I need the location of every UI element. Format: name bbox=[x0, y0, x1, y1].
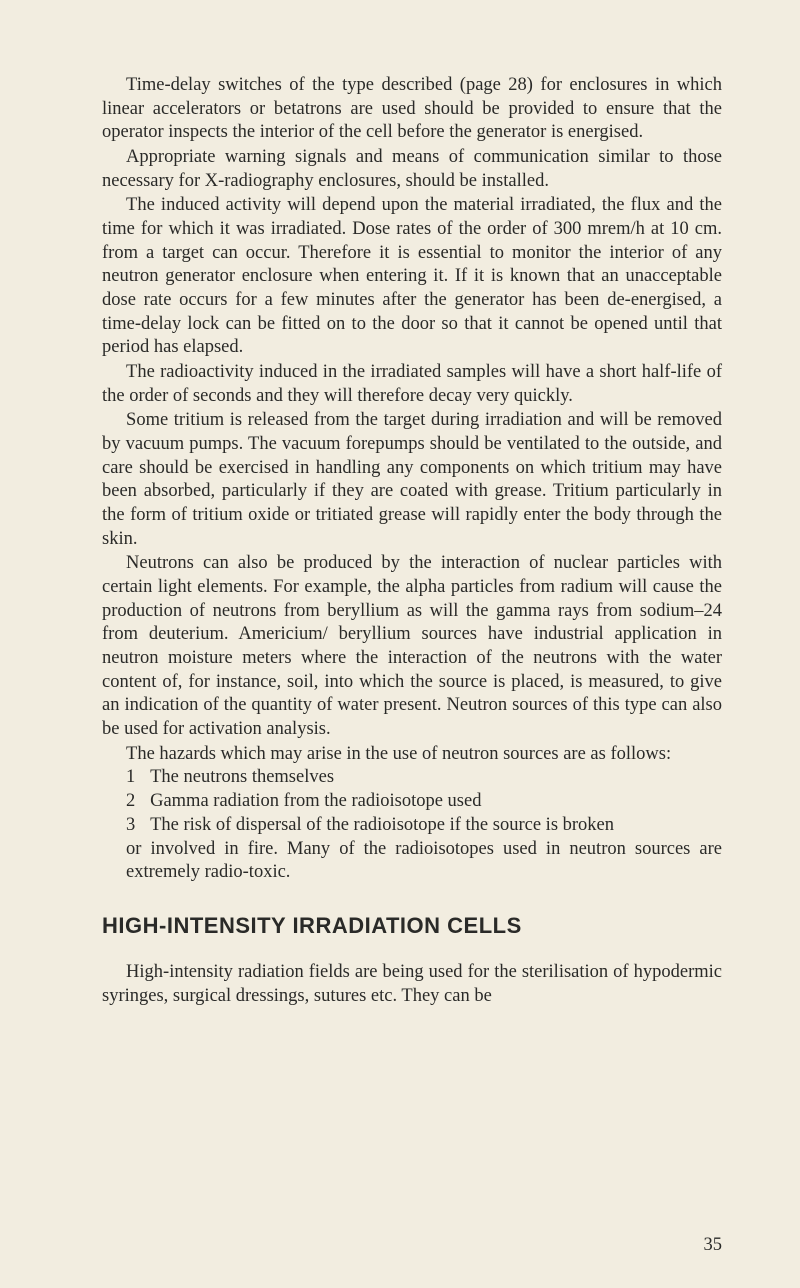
body-paragraph: Appropriate warning signals and means of… bbox=[102, 146, 722, 193]
body-paragraph: Time-delay switches of the type describe… bbox=[102, 74, 722, 145]
list-item: 2Gamma radiation from the radioisotope u… bbox=[102, 790, 722, 814]
list-number: 1 bbox=[126, 766, 150, 790]
body-paragraph: The induced activity will depend upon th… bbox=[102, 194, 722, 360]
list-item: 1The neutrons themselves bbox=[102, 766, 722, 790]
list-continuation: or involved in fire. Many of the radiois… bbox=[102, 838, 722, 885]
list-text: Gamma radiation from the radioisotope us… bbox=[150, 791, 481, 811]
body-paragraph: The radioactivity induced in the irradia… bbox=[102, 361, 722, 408]
list-text: The risk of dispersal of the radioisotop… bbox=[150, 815, 614, 835]
list-item: 3The risk of dispersal of the radioisoto… bbox=[102, 814, 722, 838]
body-paragraph: High-intensity radiation fields are bein… bbox=[102, 961, 722, 1008]
section-heading: HIGH-INTENSITY IRRADIATION CELLS bbox=[102, 913, 722, 939]
list-text: The neutrons themselves bbox=[150, 767, 334, 787]
list-number: 2 bbox=[126, 790, 150, 814]
body-paragraph: Some tritium is released from the target… bbox=[102, 409, 722, 551]
list-intro: The hazards which may arise in the use o… bbox=[102, 743, 722, 767]
list-number: 3 bbox=[126, 814, 150, 838]
page-number: 35 bbox=[704, 1235, 723, 1256]
body-paragraph: Neutrons can also be produced by the int… bbox=[102, 552, 722, 741]
